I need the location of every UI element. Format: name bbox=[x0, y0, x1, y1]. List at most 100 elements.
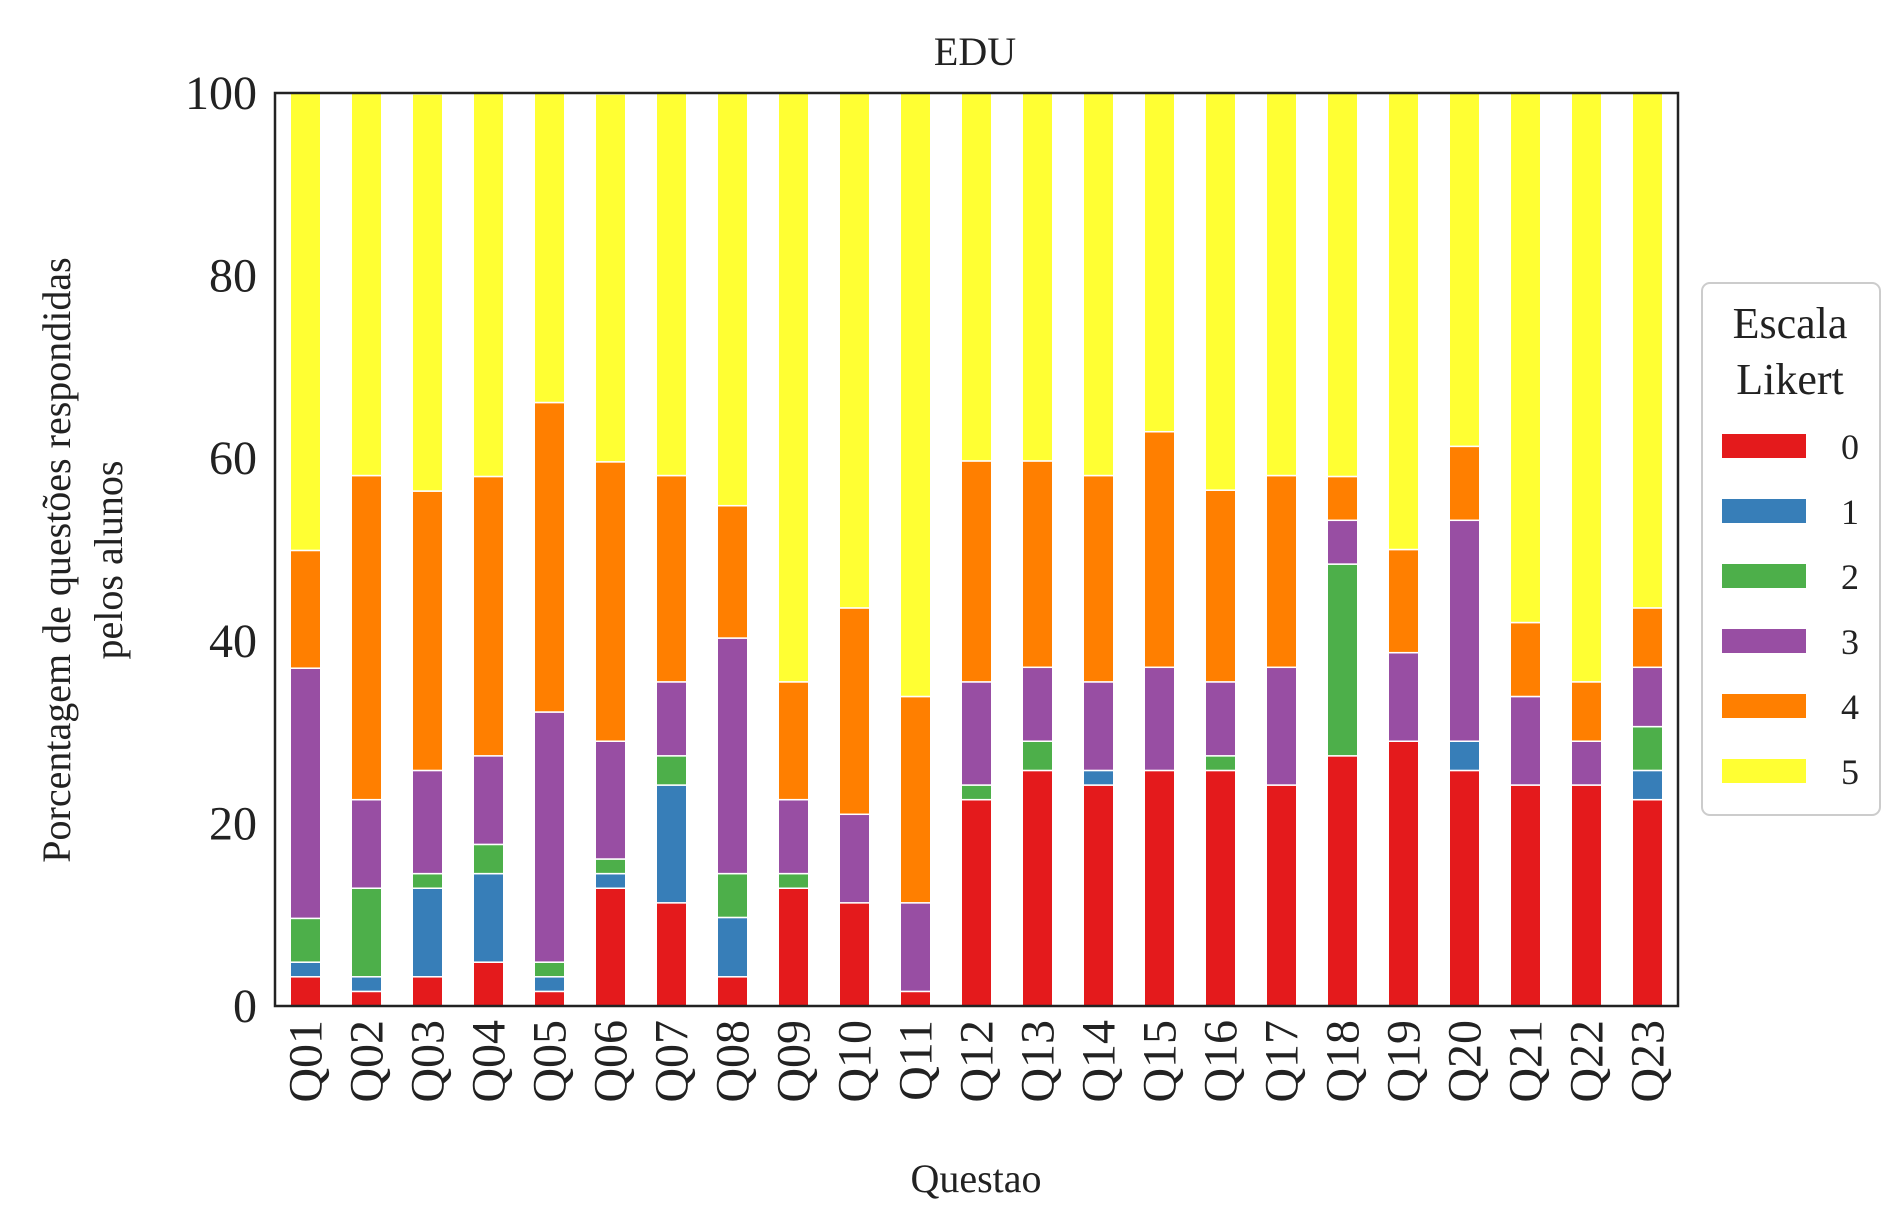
x-tick-label: Q17 bbox=[1256, 1020, 1309, 1103]
x-tick-label: Q16 bbox=[1195, 1020, 1248, 1103]
bar-q22-level-3 bbox=[1570, 740, 1603, 786]
bar-q14-level-0 bbox=[1082, 784, 1115, 1007]
bar-q19-level-3 bbox=[1387, 651, 1420, 742]
bar-q19-level-4 bbox=[1387, 548, 1420, 654]
bar-q14-level-5 bbox=[1082, 92, 1115, 477]
legend-swatch-3 bbox=[1722, 629, 1806, 653]
bar-q02-level-2 bbox=[350, 887, 383, 978]
bar-q05-level-4 bbox=[533, 401, 566, 713]
bar-q09-level-4 bbox=[777, 681, 810, 801]
x-tick-label: Q06 bbox=[585, 1020, 638, 1103]
bar-q18-level-2 bbox=[1326, 563, 1359, 757]
bar-q05-level-5 bbox=[533, 92, 566, 404]
bar-q17-level-0 bbox=[1265, 784, 1298, 1007]
bar-q23-level-5 bbox=[1631, 92, 1664, 609]
legend-label-4: 4 bbox=[1841, 687, 1859, 727]
bar-q20-level-5 bbox=[1448, 92, 1481, 448]
legend-label-3: 3 bbox=[1841, 622, 1859, 662]
x-tick-label: Q10 bbox=[829, 1020, 882, 1103]
bar-q04-level-4 bbox=[472, 475, 505, 757]
chart-title: EDU bbox=[934, 29, 1016, 74]
legend-items: 0 1 2 3 4 5 bbox=[1722, 427, 1859, 792]
x-tick-label: Q01 bbox=[280, 1020, 333, 1103]
bar-q15-level-4 bbox=[1143, 430, 1176, 669]
bar-q06-level-5 bbox=[594, 93, 627, 463]
x-tick-label: Q22 bbox=[1561, 1020, 1614, 1103]
bar-q14-level-4 bbox=[1082, 474, 1115, 683]
bar-q16-level-5 bbox=[1204, 92, 1237, 491]
legend-label-5: 5 bbox=[1841, 752, 1859, 792]
bar-q03-level-0 bbox=[411, 976, 444, 1007]
legend-label-2: 2 bbox=[1841, 557, 1859, 597]
bar-q13-level-3 bbox=[1021, 666, 1054, 742]
x-tick-label: Q05 bbox=[524, 1020, 577, 1103]
bar-q07-level-0 bbox=[655, 902, 688, 1007]
x-tick-label: Q11 bbox=[890, 1020, 943, 1101]
bar-q21-level-3 bbox=[1509, 695, 1542, 786]
bar-q08-level-3 bbox=[716, 637, 749, 875]
bar-q20-level-4 bbox=[1448, 445, 1481, 522]
x-axis-ticks: Q01 Q02 Q03 Q04 Q05 Q06 Q07 Q08 Q09 Q10 Q11 Q12 Q13 Q… bbox=[280, 1020, 1675, 1103]
bar-q19-level-5 bbox=[1387, 92, 1420, 551]
x-tick-label: Q04 bbox=[463, 1020, 516, 1103]
bar-q20-level-3 bbox=[1448, 519, 1481, 742]
y-tick-label: 20 bbox=[209, 797, 257, 850]
x-tick-label: Q23 bbox=[1622, 1020, 1675, 1103]
bar-q04-level-3 bbox=[472, 755, 505, 846]
bar-q07-level-1 bbox=[655, 784, 688, 904]
bar-q11-level-0 bbox=[899, 990, 932, 1007]
bar-q18-level-5 bbox=[1326, 92, 1359, 478]
bar-q22-level-0 bbox=[1570, 784, 1603, 1007]
y-tick-label: 0 bbox=[233, 980, 257, 1033]
bar-q18-level-4 bbox=[1326, 475, 1359, 522]
bar-q12-level-4 bbox=[960, 460, 993, 683]
bar-q15-level-0 bbox=[1143, 769, 1176, 1007]
bar-q03-level-2 bbox=[411, 872, 444, 889]
legend: Escala Likert 0 1 2 3 4 5 bbox=[1701, 282, 1881, 816]
bar-q05-level-1 bbox=[533, 976, 566, 993]
bar-q04-level-1 bbox=[472, 872, 505, 963]
x-tick-label: Q02 bbox=[341, 1020, 394, 1103]
bar-q10-level-4 bbox=[838, 607, 871, 816]
bar-q05-level-2 bbox=[533, 961, 566, 978]
bar-q23-level-4 bbox=[1631, 607, 1664, 669]
y-tick-label: 60 bbox=[209, 432, 257, 485]
bar-q11-level-3 bbox=[899, 902, 932, 993]
bar-q08-level-0 bbox=[716, 976, 749, 1007]
bar-q21-level-4 bbox=[1509, 621, 1542, 698]
bar-q09-level-2 bbox=[777, 872, 810, 889]
bar-q12-level-5 bbox=[960, 92, 993, 462]
bar-q10-level-0 bbox=[838, 902, 871, 1007]
bar-q04-level-5 bbox=[472, 92, 505, 478]
bar-q22-level-4 bbox=[1570, 681, 1603, 742]
bar-q20-level-1 bbox=[1448, 740, 1481, 772]
bar-q01-level-5 bbox=[289, 92, 322, 552]
x-tick-label: Q07 bbox=[646, 1020, 699, 1103]
bar-q03-level-3 bbox=[411, 769, 444, 875]
bar-q14-level-1 bbox=[1082, 769, 1115, 786]
bar-q01-level-4 bbox=[289, 549, 322, 669]
bar-q23-level-3 bbox=[1631, 666, 1664, 728]
bar-q15-level-5 bbox=[1143, 92, 1176, 433]
bar-q07-level-3 bbox=[655, 681, 688, 757]
x-tick-label: Q18 bbox=[1317, 1020, 1370, 1103]
bar-q22-level-5 bbox=[1570, 92, 1603, 683]
bar-q16-level-2 bbox=[1204, 755, 1237, 772]
bar-q16-level-4 bbox=[1204, 489, 1237, 683]
bar-q09-level-0 bbox=[777, 887, 810, 1007]
x-tick-label: Q13 bbox=[1012, 1020, 1065, 1103]
y-tick-label: 80 bbox=[209, 250, 257, 303]
bar-q06-level-4 bbox=[594, 461, 627, 742]
bar-q01-level-1 bbox=[289, 961, 322, 978]
bar-stacks bbox=[289, 92, 1664, 1007]
bar-q02-level-1 bbox=[350, 976, 383, 993]
bar-q17-level-4 bbox=[1265, 474, 1298, 669]
bar-q13-level-5 bbox=[1021, 92, 1054, 462]
y-axis-label-line1: Porcentagem de questões respondidas bbox=[34, 257, 79, 862]
bar-q23-level-0 bbox=[1631, 798, 1664, 1007]
bar-q07-level-5 bbox=[655, 92, 688, 477]
bar-q13-level-4 bbox=[1021, 460, 1054, 669]
y-tick-label: 40 bbox=[209, 615, 257, 668]
x-tick-label: Q12 bbox=[951, 1020, 1004, 1103]
